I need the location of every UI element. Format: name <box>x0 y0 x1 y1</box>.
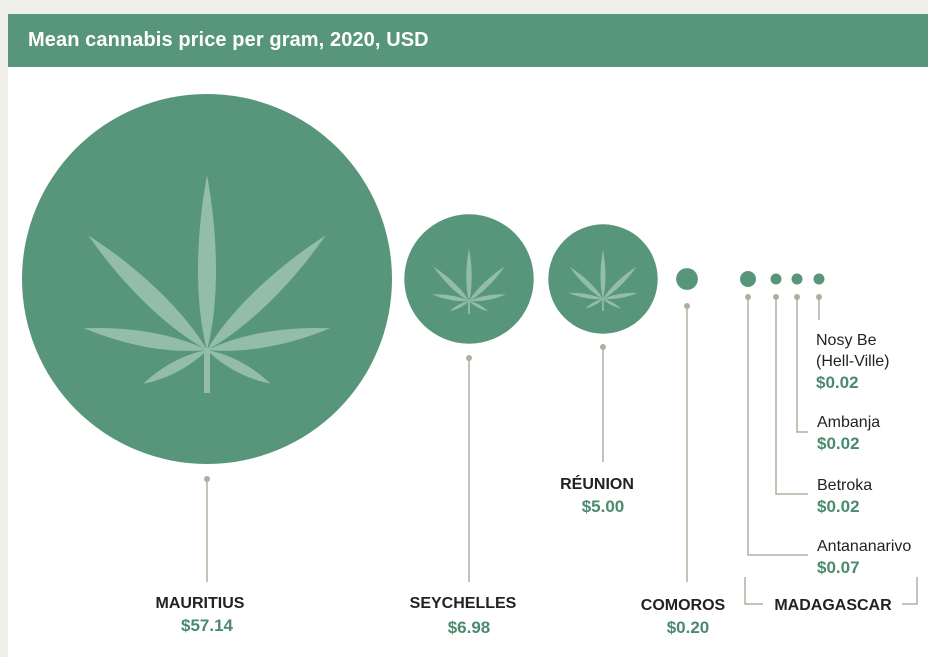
madagascar-bracket-right <box>902 577 918 605</box>
bubble-betroka <box>770 273 782 285</box>
title-bar <box>8 14 928 67</box>
value-comoros: $0.20 <box>667 618 710 637</box>
value-reunion: $5.00 <box>582 497 625 516</box>
label-mauritius: MAURITIUS <box>156 595 245 612</box>
label-antananarivo: Antananarivo <box>817 538 911 555</box>
label-madagascar: MADAGASCAR <box>774 597 892 614</box>
value-mauritius: $57.14 <box>181 616 234 635</box>
madagascar-bracket-left <box>744 577 763 605</box>
label-seychelles: SEYCHELLES <box>410 595 517 612</box>
value-nosy-be: $0.02 <box>816 373 859 392</box>
label-nosy-be: Nosy Be <box>816 332 877 349</box>
value-ambanja: $0.02 <box>817 434 860 453</box>
leader-dots <box>204 294 822 482</box>
label-nosy-be-line2: (Hell-Ville) <box>816 353 890 370</box>
leader-line-betroka <box>775 297 808 495</box>
bubble-antananarivo <box>740 271 756 287</box>
bubble-nosy-be <box>813 273 825 285</box>
label-ambanja: Ambanja <box>817 414 880 431</box>
leader-lines <box>206 297 918 605</box>
label-comoros: COMOROS <box>641 597 726 614</box>
value-betroka: $0.02 <box>817 497 860 516</box>
leader-line-antananarivo <box>747 297 808 556</box>
label-reunion: RÉUNION <box>560 474 634 493</box>
bubble-ambanja <box>791 273 803 285</box>
bubble-comoros <box>676 268 698 290</box>
value-seychelles: $6.98 <box>448 618 491 637</box>
label-betroka: Betroka <box>817 477 872 494</box>
leader-line-ambanja <box>796 297 808 433</box>
value-antananarivo: $0.07 <box>817 558 860 577</box>
chart-title: Mean cannabis price per gram, 2020, USD <box>28 29 429 51</box>
